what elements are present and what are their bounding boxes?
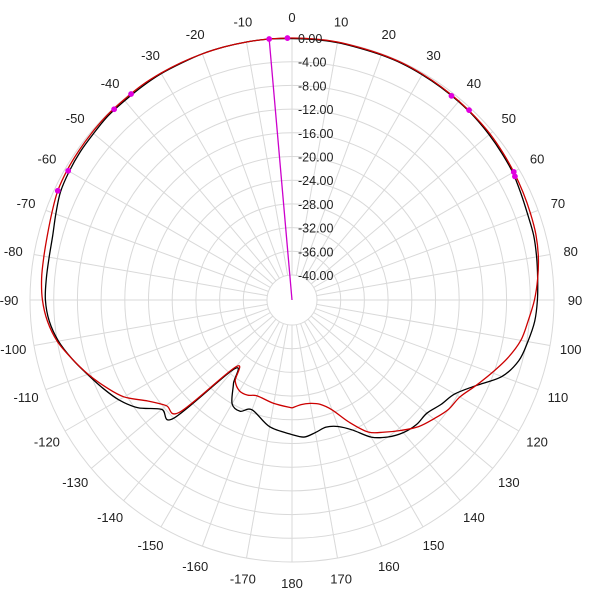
data-marker	[512, 173, 518, 180]
angle-tick-label: 0	[288, 10, 295, 25]
grid-spoke	[316, 254, 551, 297]
grid-spoke	[90, 131, 274, 285]
marker-layer	[54, 35, 518, 194]
data-marker	[266, 36, 273, 42]
angle-tick-label: 100	[560, 342, 582, 357]
grid-spoke	[201, 323, 284, 547]
angle-tick-label: -150	[137, 538, 163, 553]
grid-spoke	[313, 168, 520, 288]
grid-spoke	[246, 41, 289, 276]
grid-spoke	[307, 318, 461, 502]
grid-spoke	[307, 98, 461, 282]
grid-spoke	[123, 318, 277, 502]
radial-tick-label: -24.00	[298, 174, 333, 188]
angle-tick-label: 110	[548, 390, 569, 405]
reference-line	[268, 38, 293, 301]
angle-tick-label: 30	[426, 48, 440, 63]
grid-spoke	[310, 131, 494, 285]
radial-tick-label: -16.00	[298, 127, 333, 141]
angle-tick-label: -40	[101, 76, 120, 91]
grid-spoke	[33, 254, 268, 297]
grid-spoke	[45, 209, 269, 292]
grid-spoke	[201, 53, 284, 277]
grid-spoke	[313, 312, 520, 432]
tick-labels: 0.00 -4.00 -8.00 -12.00 -16.00 -20.00 -24.00 -2…	[0, 10, 582, 591]
grid-spoke	[300, 53, 383, 277]
angle-tick-label: 50	[502, 111, 516, 126]
angle-tick-label: -10	[233, 14, 252, 29]
angle-tick-label: 10	[334, 14, 348, 29]
data-marker	[448, 92, 455, 99]
angle-tick-label: -60	[38, 152, 57, 167]
grid-spoke	[300, 323, 383, 547]
angle-tick-label: -140	[97, 510, 123, 525]
data-marker	[284, 35, 291, 41]
grid-spoke	[123, 98, 277, 282]
grid-spoke	[315, 308, 539, 391]
data-marker	[128, 91, 134, 97]
angle-tick-label: -20	[186, 27, 205, 42]
polar-grid	[29, 37, 555, 563]
radial-tick-label: -8.00	[298, 79, 327, 93]
angle-tick-label: 70	[551, 196, 565, 211]
angle-tick-label: 150	[423, 538, 445, 553]
radial-tick-label: -36.00	[298, 245, 333, 259]
radial-tick-label: -4.00	[298, 56, 327, 70]
grid-spoke	[246, 324, 289, 559]
grid-spoke	[45, 308, 269, 391]
grid-spoke	[90, 315, 274, 469]
angle-tick-label: 60	[530, 152, 544, 167]
angle-tick-label: -130	[62, 475, 88, 490]
series-layer	[40, 37, 540, 439]
grid-spoke	[160, 72, 280, 279]
angle-tick-label: -120	[34, 435, 60, 450]
angle-tick-label: 80	[563, 244, 577, 259]
angle-tick-label: -30	[141, 48, 160, 63]
angle-tick-label: 20	[382, 27, 396, 42]
grid-spoke	[315, 209, 539, 292]
angle-tick-label: -170	[230, 572, 256, 587]
angle-tick-label: -100	[0, 342, 26, 357]
radial-tick-label: -20.00	[298, 151, 333, 165]
grid-spoke	[304, 72, 424, 279]
angle-tick-label: -80	[4, 244, 23, 259]
grid-spoke	[295, 324, 338, 559]
data-marker	[111, 106, 118, 113]
grid-spoke	[160, 321, 280, 528]
angle-tick-label: 160	[378, 559, 400, 574]
angle-tick-label: -160	[182, 559, 208, 574]
angle-tick-label: 180	[281, 576, 303, 591]
grid-spoke	[33, 303, 268, 346]
radial-tick-label: -12.00	[298, 103, 333, 117]
series-line-2	[40, 37, 540, 434]
radial-tick-label: -28.00	[298, 198, 333, 212]
data-marker	[466, 107, 472, 114]
data-marker	[54, 187, 61, 194]
grid-spoke	[64, 312, 271, 432]
radial-tick-label: -40.00	[298, 269, 333, 283]
angle-tick-label: -70	[17, 196, 36, 211]
radial-tick-label: -32.00	[298, 222, 333, 236]
angle-tick-label: 140	[463, 510, 485, 525]
radial-tick-label: 0.00	[298, 32, 322, 46]
angle-tick-label: 120	[526, 435, 548, 450]
data-marker	[65, 167, 72, 174]
grid-spoke	[64, 168, 271, 288]
grid-spoke	[304, 321, 424, 528]
angle-tick-label: -90	[0, 293, 18, 308]
angle-tick-label: -50	[66, 111, 85, 126]
angle-tick-label: -110	[14, 390, 39, 405]
angle-tick-label: 170	[330, 572, 352, 587]
angle-tick-label: 90	[568, 293, 582, 308]
grid-spoke	[316, 303, 551, 346]
grid-spoke	[310, 315, 494, 469]
grid-spoke	[295, 41, 338, 276]
angle-tick-label: 40	[467, 76, 481, 91]
angle-tick-label: 130	[498, 475, 520, 490]
